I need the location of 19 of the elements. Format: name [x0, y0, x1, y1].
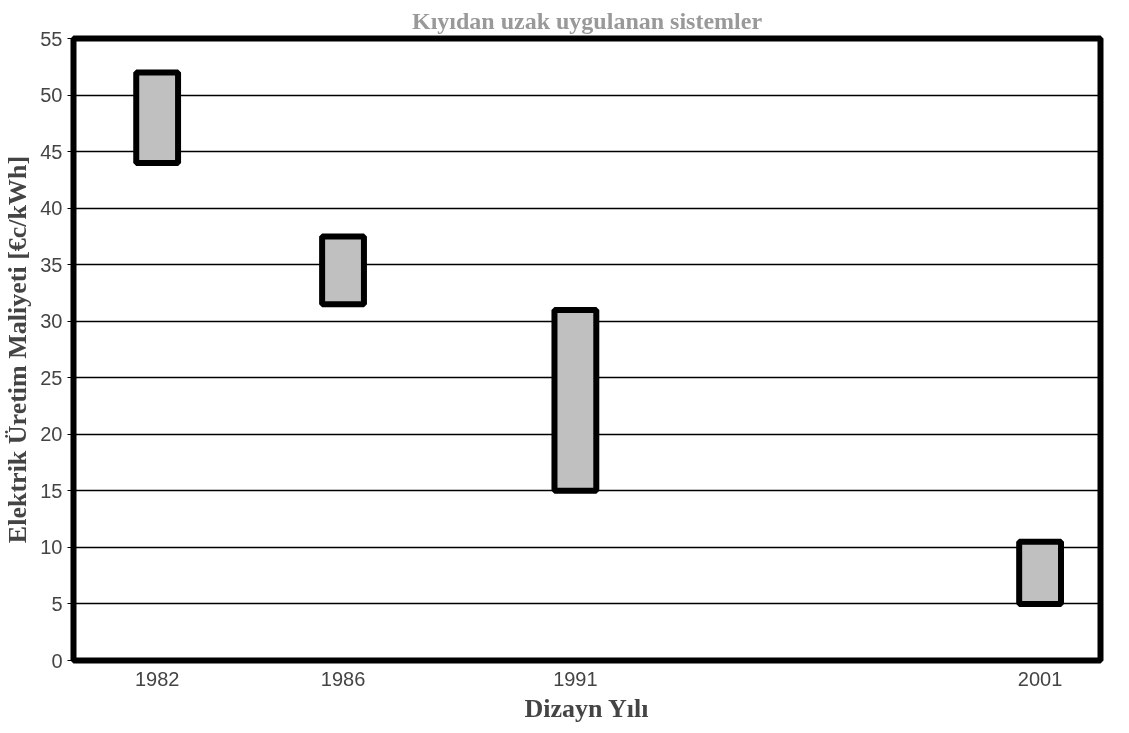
y-tick-label: 50	[40, 84, 63, 107]
y-tick-label: 55	[40, 27, 63, 50]
y-tick-label: 40	[40, 197, 63, 220]
y-tick-label: 45	[40, 140, 63, 163]
chart-title: Kıyıdan uzak uygulanan sistemler	[411, 7, 763, 34]
y-tick-label: 5	[51, 592, 63, 615]
y-tick-label: 0	[51, 649, 63, 672]
y-tick-label: 20	[40, 423, 63, 446]
y-tick-label: 25	[40, 366, 63, 389]
x-tick-label: 1986	[320, 667, 366, 690]
y-tick-label: 35	[40, 253, 63, 276]
y-tick-label: 15	[40, 479, 63, 502]
y-tick-label: 10	[40, 536, 63, 559]
x-axis-title: Dizayn Yılı	[524, 693, 649, 723]
x-tick-label: 1991	[553, 667, 598, 690]
y-axis-title: Elektrik Üretim Maliyeti [€c/kWh]	[3, 155, 33, 544]
x-tick-label: 1982	[134, 667, 180, 690]
x-tick-label: 2001	[1017, 667, 1063, 690]
y-tick-label: 30	[40, 310, 63, 333]
